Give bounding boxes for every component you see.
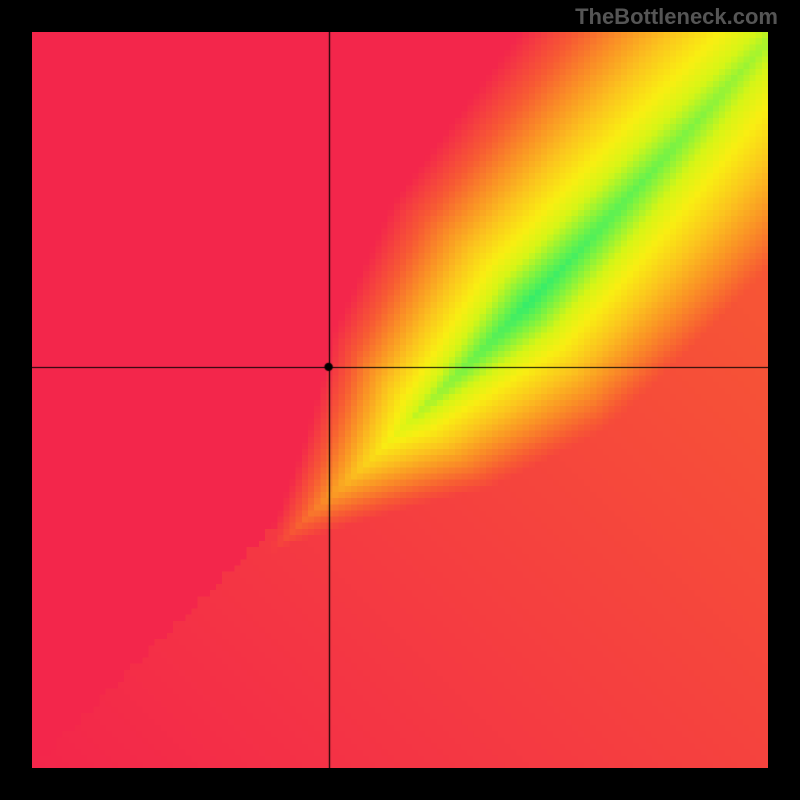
source-watermark: TheBottleneck.com	[575, 4, 778, 30]
bottleneck-heatmap	[32, 32, 768, 768]
chart-container: TheBottleneck.com	[0, 0, 800, 800]
